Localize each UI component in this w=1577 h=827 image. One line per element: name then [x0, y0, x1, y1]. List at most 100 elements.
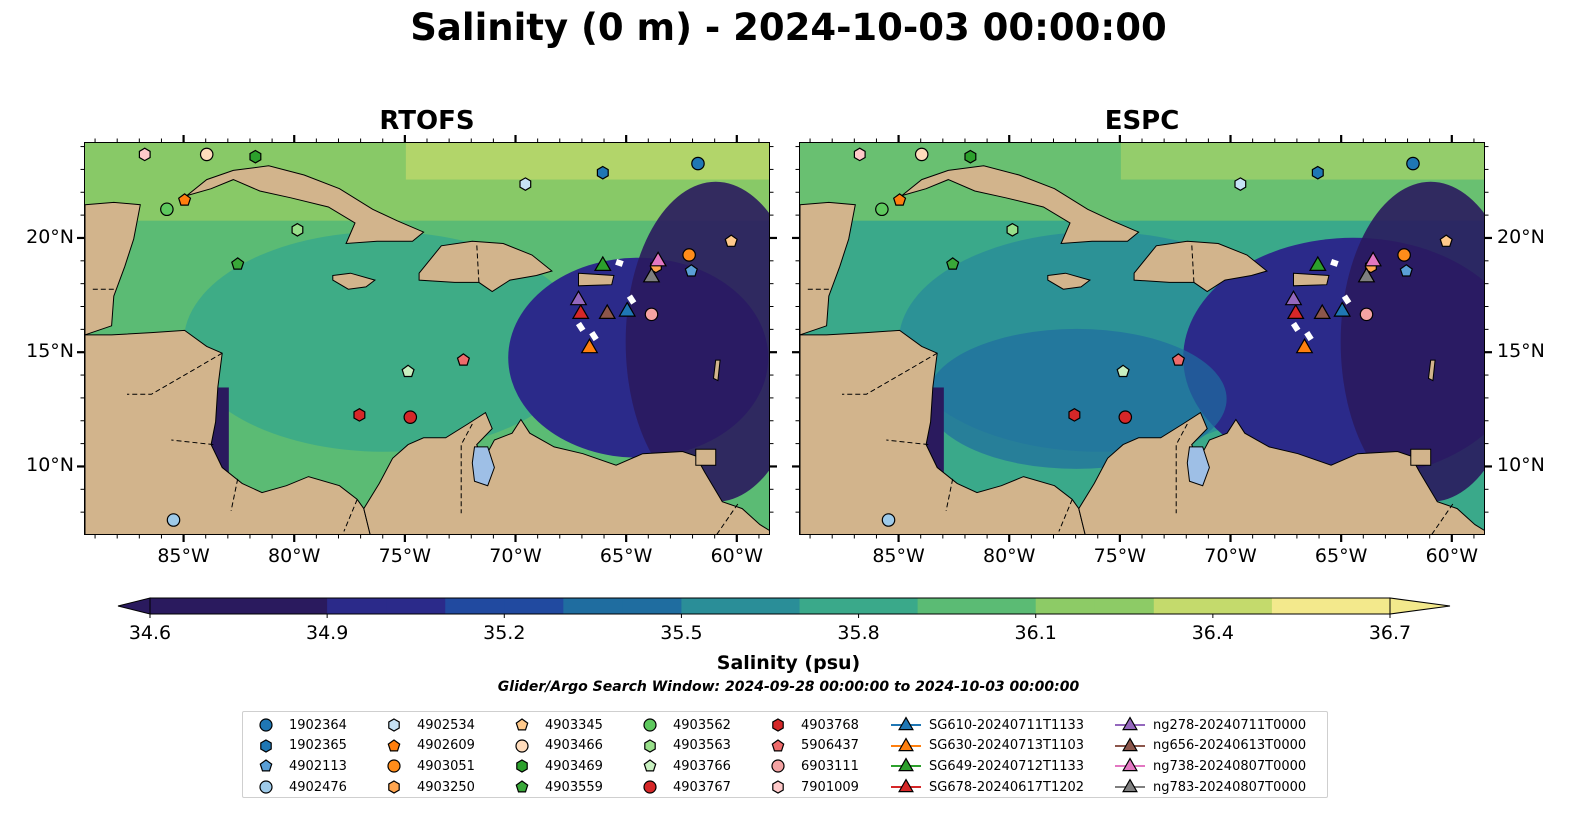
lake-maracaibo	[471, 446, 495, 487]
colorbar-segment	[150, 598, 210, 614]
ocean-field-northeast	[405, 143, 769, 180]
obs-marker-1902364	[691, 156, 705, 171]
colorbar-tick-label: 35.8	[837, 622, 880, 644]
legend-item: SG649-20240712T1133	[891, 756, 1084, 777]
legend-item: ng738-20240807T0000	[1115, 756, 1306, 777]
obs-marker-SG630-20240713T1103	[1295, 338, 1314, 354]
legend-marker-icon	[643, 780, 657, 794]
colorbar-tick-label: 36.7	[1368, 622, 1412, 644]
legend-label: 4903766	[673, 758, 731, 774]
legend-marker	[898, 716, 914, 731]
legend-marker	[1122, 716, 1138, 731]
legend-column: 4903345 4903466 4903469 4903559	[507, 715, 603, 797]
obs-marker-4903768	[1068, 408, 1081, 422]
lon-tick-label: 60°W	[710, 545, 764, 567]
legend-marker	[388, 780, 400, 794]
country-border	[886, 439, 929, 446]
obs-marker-4902113	[1399, 264, 1413, 277]
legend-label: 4902476	[289, 779, 347, 795]
legend-label: 4903562	[673, 717, 731, 733]
country-border	[1191, 243, 1195, 283]
legend-item: 4903051	[379, 756, 475, 777]
legend-item: 4903767	[635, 777, 731, 798]
obs-marker-ng738-20240807T0000	[1364, 251, 1382, 267]
salinity-colorbar	[117, 597, 1451, 618]
legend-marker	[387, 759, 401, 774]
legend-label: ng656-20240613T0000	[1153, 738, 1307, 754]
land-southamerica	[1078, 411, 1484, 534]
legend-item: 4903559	[507, 777, 603, 798]
glider-track	[1304, 331, 1314, 342]
colorbar-segment	[268, 598, 328, 614]
legend-label: SG678-20240617T1202	[929, 779, 1085, 795]
obs-marker-4903767	[403, 410, 418, 424]
legend-marker	[515, 739, 529, 753]
lon-tick-label: 75°W	[378, 545, 432, 567]
colorbar-segment	[681, 598, 741, 614]
glider-track	[615, 258, 624, 267]
legend-marker	[644, 739, 656, 753]
legend-item: 4903250	[379, 777, 475, 798]
colorbar-segment	[386, 598, 446, 614]
obs-marker-4902534	[519, 177, 532, 191]
obs-marker-4903466	[914, 147, 929, 162]
colorbar-segment	[327, 598, 387, 614]
lake-maracaibo	[1186, 446, 1210, 487]
obs-marker-1902364	[1406, 156, 1420, 171]
colorbar-segment	[622, 598, 682, 614]
lat-tick-label: 20°N	[26, 225, 74, 248]
lon-tick-label: 70°W	[489, 545, 542, 567]
glider-track	[626, 294, 637, 305]
obs-marker-SG678-20240617T1202	[571, 303, 590, 319]
obs-marker-1902365	[596, 165, 609, 180]
legend-label: 4903563	[673, 738, 731, 754]
land-trinidad	[1410, 448, 1432, 466]
legend-item: ng783-20240807T0000	[1115, 777, 1306, 798]
legend-label: SG649-20240712T1133	[929, 758, 1085, 774]
legend-label: 4903469	[545, 758, 603, 774]
obs-marker-4903559	[946, 257, 960, 270]
colorbar-tick-label: 36.1	[1014, 622, 1057, 644]
legend-item: 1902365	[251, 736, 347, 757]
legend-marker	[898, 757, 914, 772]
glider-track	[575, 321, 586, 332]
legend-marker-icon	[260, 739, 272, 753]
search-window-note: Glider/Argo Search Window: 2024-09-28 00…	[497, 679, 1080, 695]
panel-title-rtofs: RTOFS	[379, 106, 475, 136]
country-border	[1058, 499, 1073, 532]
colorbar-segment	[1035, 598, 1096, 614]
lat-tick-label: 10°N	[1497, 454, 1545, 477]
legend-item: SG630-20240713T1103	[891, 736, 1084, 757]
legend-item: 4903768	[763, 715, 859, 736]
legend-item: SG610-20240711T1133	[891, 715, 1084, 736]
legend-item: ng656-20240613T0000	[1115, 736, 1306, 757]
legend-label: 4902609	[417, 738, 475, 754]
colorbar-segment	[1271, 598, 1332, 614]
obs-marker-ng783-20240807T0000	[642, 267, 661, 283]
colorbar-segment	[1094, 598, 1155, 614]
legend-marker-icon	[891, 757, 921, 772]
salinity-map-espc	[800, 143, 1484, 534]
land-cuba	[186, 165, 425, 245]
legend-item: 1902364	[251, 715, 347, 736]
legend-column: 4903562 4903563 4903766 4903767	[635, 715, 731, 797]
glider-track	[1330, 258, 1339, 267]
colorbar-label: Salinity (psu)	[716, 652, 861, 674]
legend-marker	[772, 780, 784, 794]
legend-marker	[259, 780, 273, 794]
legend-label: 4903250	[417, 779, 475, 795]
land-central	[800, 329, 1086, 534]
obs-marker-4902609	[177, 193, 192, 206]
country-border	[171, 439, 214, 446]
legend-marker-icon	[388, 780, 400, 794]
legend-label: ng738-20240807T0000	[1153, 758, 1307, 774]
legend-marker-icon	[388, 718, 400, 732]
obs-marker-ng738-20240807T0000	[649, 251, 667, 267]
colorbar-segment	[740, 598, 801, 614]
country-border	[476, 243, 480, 283]
legend-column: ng278-20240711T0000 ng656-20240613T0000 ng…	[1115, 715, 1306, 797]
legend-marker	[898, 778, 914, 793]
legend-marker-icon	[259, 759, 273, 772]
lon-tick-label: 65°W	[1314, 545, 1368, 567]
legend-item: 7901009	[763, 777, 859, 798]
